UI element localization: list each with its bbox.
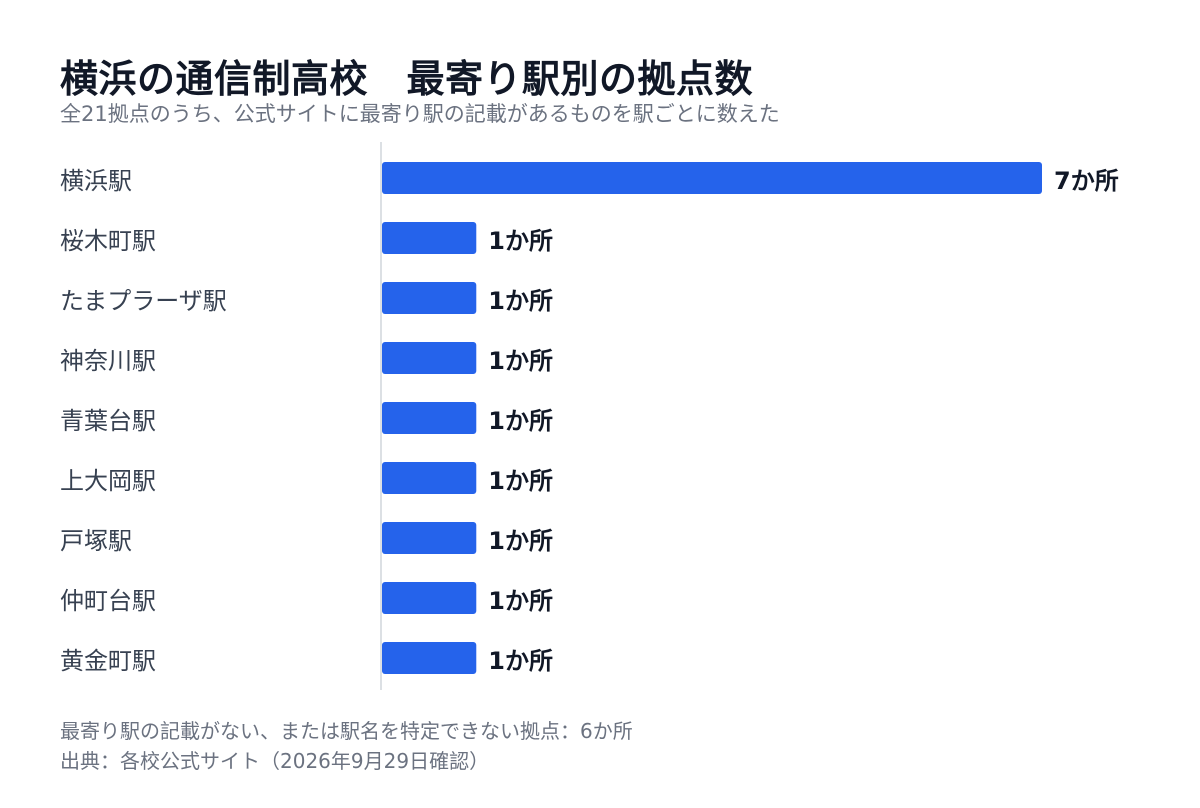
category-label: 青葉台駅 <box>60 407 156 435</box>
value-label: 1か所 <box>488 527 553 555</box>
value-label: 1か所 <box>488 227 553 255</box>
category-label: 神奈川駅 <box>60 347 156 375</box>
bar <box>382 402 477 434</box>
chart-subtitle: 全21拠点のうち、公式サイトに最寄り駅の記載があるものを駅ごとに数えた <box>60 102 780 126</box>
chart-title: 横浜の通信制高校 最寄り駅別の拠点数 <box>60 57 754 101</box>
bar <box>382 582 477 614</box>
category-label: 黄金町駅 <box>60 647 156 675</box>
category-label: 仲町台駅 <box>60 587 156 615</box>
footer-source: 出典：各校公式サイト（2026年9月29日確認） <box>60 749 490 773</box>
bar <box>382 462 477 494</box>
category-label: 横浜駅 <box>60 167 132 195</box>
bar <box>382 342 477 374</box>
bar <box>382 642 477 674</box>
value-label: 1か所 <box>488 287 553 315</box>
value-label: 1か所 <box>488 647 553 675</box>
value-label: 1か所 <box>488 587 553 615</box>
category-label: 桜木町駅 <box>60 227 156 255</box>
value-label: 1か所 <box>488 347 553 375</box>
bar <box>382 162 1042 194</box>
category-label: 上大岡駅 <box>60 467 156 495</box>
bar <box>382 522 477 554</box>
chart-footer: 最寄り駅の記載がない、または駅名を特定できない拠点：6か所 出典：各校公式サイト… <box>60 716 633 776</box>
value-label: 7か所 <box>1054 167 1119 195</box>
value-label: 1か所 <box>488 407 553 435</box>
bar <box>382 222 477 254</box>
category-label: 戸塚駅 <box>60 527 132 555</box>
value-label: 1か所 <box>488 467 553 495</box>
category-label: たまプラーザ駅 <box>60 287 227 315</box>
bar <box>382 282 477 314</box>
footer-note: 最寄り駅の記載がない、または駅名を特定できない拠点：6か所 <box>60 719 633 743</box>
